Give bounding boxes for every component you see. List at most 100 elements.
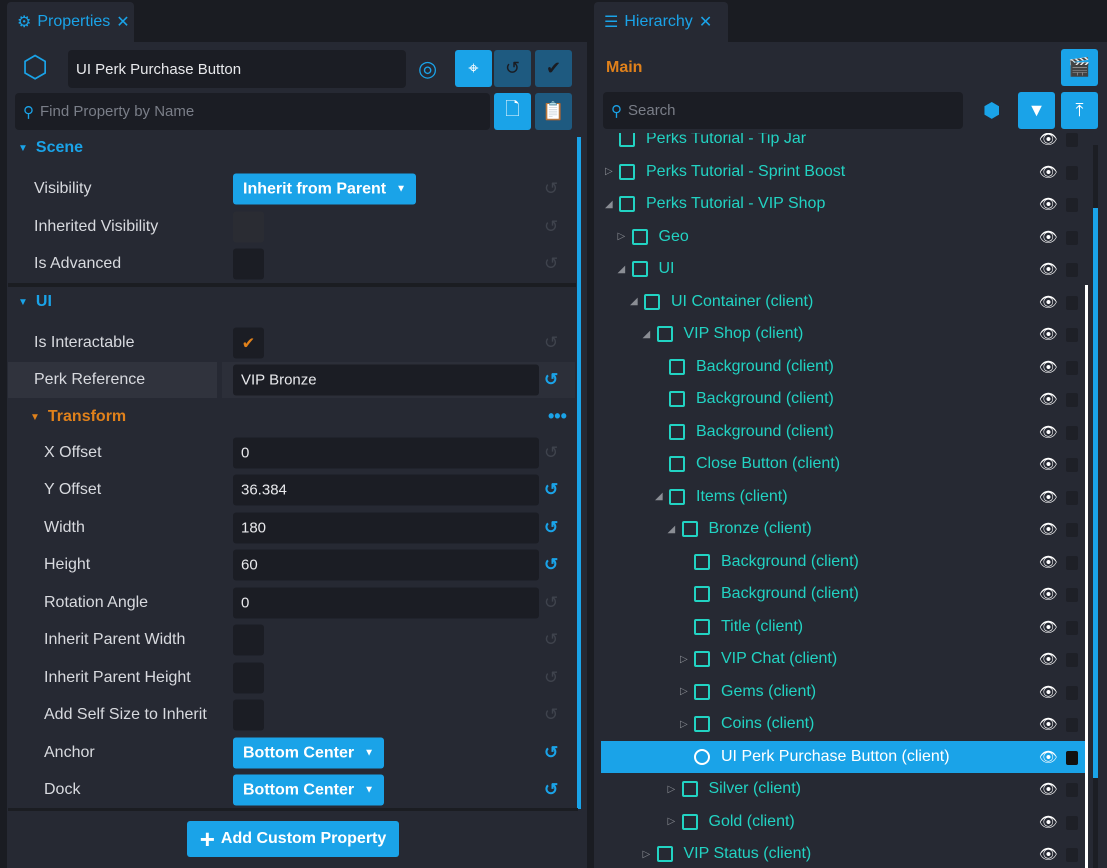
expanded-arrow-icon[interactable]: ◢ — [667, 523, 676, 535]
lock-icon[interactable] — [1066, 848, 1078, 862]
visibility-dropdown[interactable]: Inherit from Parent ▼ — [233, 173, 417, 205]
scene-launch-button[interactable]: 🎬 — [1061, 49, 1098, 86]
tree-item[interactable]: Background (client) 👁 — [601, 351, 1086, 383]
tree-item[interactable]: UI Perk Purchase Button (client) 👁 — [601, 740, 1086, 773]
tree-item[interactable]: ▷ Gems (client) 👁 — [601, 676, 1086, 708]
network-context-icon[interactable]: ◎ — [418, 56, 438, 81]
expanded-arrow-icon[interactable]: ◢ — [630, 296, 638, 307]
tree-item[interactable]: Close Button (client) 👁 — [601, 448, 1086, 480]
revert-button[interactable]: ↺ — [494, 50, 531, 87]
reset-icon[interactable]: ↺ — [544, 217, 559, 236]
tree-item[interactable]: Background (client) 👁 — [601, 546, 1086, 578]
tree-item[interactable]: ◢ UI Container (client) 👁 — [601, 286, 1086, 318]
lock-icon[interactable] — [1066, 555, 1078, 570]
copy-button[interactable]: 🗋 — [494, 93, 531, 130]
lock-icon[interactable] — [1066, 750, 1078, 765]
tree-item[interactable]: ▷ Gold (client) 👁 — [601, 806, 1086, 838]
reset-icon[interactable]: ↺ — [544, 705, 559, 724]
eye-icon[interactable]: 👁 — [1039, 261, 1059, 278]
lock-icon[interactable] — [1066, 425, 1078, 440]
height-field[interactable]: 60 — [233, 549, 539, 581]
anchor-dropdown[interactable]: Bottom Center ▼ — [233, 737, 385, 769]
cube-icon[interactable]: ⬢ — [983, 100, 1001, 122]
reset-icon[interactable]: ↺ — [544, 668, 559, 687]
tree-item[interactable]: Background (client) 👁 — [601, 416, 1086, 448]
tree-item[interactable]: ▷ Perks Tutorial - Sprint Boost 👁 — [601, 156, 1086, 188]
lock-icon[interactable] — [1066, 718, 1078, 732]
lock-icon[interactable] — [1066, 458, 1078, 472]
tree-item[interactable]: ▷ Geo 👁 — [601, 221, 1086, 253]
tree-item[interactable]: ▷ VIP Chat (client) 👁 — [601, 643, 1086, 675]
eye-icon[interactable]: 👁 — [1039, 391, 1059, 408]
eye-icon[interactable]: 👁 — [1039, 196, 1059, 213]
inherit-parent-height-checkbox[interactable] — [233, 662, 264, 694]
apply-button[interactable]: ✔ — [535, 50, 572, 87]
collapsed-arrow-icon[interactable]: ▷ — [617, 231, 626, 242]
reset-icon[interactable]: ↺ — [544, 593, 559, 612]
filter-button[interactable]: ▼ — [1018, 92, 1055, 129]
reset-icon[interactable]: ↺ — [544, 254, 559, 273]
collapsed-arrow-icon[interactable]: ▷ — [667, 816, 676, 827]
rotation-angle-field[interactable]: 0 — [233, 587, 539, 619]
x-offset-field[interactable]: 0 — [233, 437, 539, 469]
inherit-parent-width-checkbox[interactable] — [233, 624, 264, 656]
eye-icon[interactable]: 👁 — [1039, 748, 1059, 766]
reset-icon[interactable]: ↺ — [544, 480, 559, 499]
eye-icon[interactable]: 👁 — [1039, 813, 1059, 831]
reset-icon[interactable]: ↺ — [544, 555, 559, 574]
reset-icon[interactable]: ↺ — [544, 443, 559, 462]
collapsed-arrow-icon[interactable]: ▷ — [680, 718, 688, 730]
reset-icon[interactable]: ↺ — [544, 370, 559, 389]
tree-item[interactable]: Title (client) 👁 — [601, 611, 1086, 643]
tree-item[interactable]: ◢ VIP Shop (client) 👁 — [601, 318, 1086, 350]
lock-icon[interactable] — [1066, 588, 1078, 602]
eye-icon[interactable]: 👁 — [1039, 488, 1059, 506]
lock-icon[interactable] — [1066, 653, 1078, 667]
collapsed-arrow-icon[interactable]: ▷ — [680, 653, 688, 665]
close-tab-icon[interactable]: ✕ — [698, 14, 713, 31]
lock-icon[interactable] — [1066, 523, 1078, 537]
eye-icon[interactable]: 👁 — [1039, 651, 1059, 668]
eye-icon[interactable]: 👁 — [1039, 683, 1059, 701]
tree-item[interactable]: ▷ Silver (client) 👁 — [601, 773, 1086, 805]
perk-reference-field[interactable]: VIP Bronze — [233, 364, 539, 396]
lock-icon[interactable] — [1066, 295, 1078, 310]
lock-icon[interactable] — [1066, 620, 1078, 635]
tree-item[interactable]: ◢ Bronze (client) 👁 — [601, 513, 1086, 545]
lock-icon[interactable] — [1066, 783, 1078, 797]
reset-icon[interactable]: ↺ — [544, 780, 559, 799]
expanded-arrow-icon[interactable]: ◢ — [617, 263, 626, 275]
reset-icon[interactable]: ↺ — [544, 518, 559, 537]
expanded-arrow-icon[interactable]: ◢ — [655, 491, 663, 502]
expanded-arrow-icon[interactable]: ◢ — [605, 198, 613, 210]
reset-icon[interactable]: ↺ — [544, 743, 559, 762]
locate-button[interactable]: ⌖ — [455, 50, 492, 87]
dock-dropdown[interactable]: Bottom Center ▼ — [233, 774, 385, 806]
tree-item[interactable]: ◢ Items (client) 👁 — [601, 481, 1086, 513]
is-advanced-checkbox[interactable] — [233, 248, 264, 280]
hierarchy-search-input[interactable]: ⚲ Search — [603, 92, 963, 129]
eye-icon[interactable]: 👁 — [1039, 521, 1059, 538]
paste-button[interactable]: 📋 — [535, 93, 572, 130]
reset-icon[interactable]: ↺ — [544, 630, 559, 649]
y-offset-field[interactable]: 36.384 — [233, 474, 539, 506]
tree-item[interactable]: Background (client) 👁 — [601, 578, 1086, 610]
tree-item[interactable]: ▷ VIP Status (client) 👁 — [601, 838, 1086, 868]
tree-item[interactable]: ◢ Perks Tutorial - VIP Shop 👁 — [601, 188, 1086, 220]
add-custom-property-button[interactable]: + Add Custom Property — [187, 821, 399, 857]
section-transform[interactable]: ▼ Transform — [30, 408, 127, 425]
more-options-icon[interactable]: ••• — [548, 406, 567, 426]
eye-icon[interactable]: 👁 — [1039, 163, 1059, 181]
add-self-size-checkbox[interactable] — [233, 699, 264, 731]
tree-item[interactable]: ◢ UI 👁 — [601, 253, 1086, 285]
tab-properties[interactable]: ⚙ Properties ✕ — [7, 2, 134, 42]
lock-icon[interactable] — [1066, 230, 1078, 245]
eye-icon[interactable]: 👁 — [1039, 618, 1059, 636]
object-name-input[interactable]: UI Perk Purchase Button — [68, 50, 406, 88]
lock-icon[interactable] — [1066, 198, 1078, 212]
lock-icon[interactable] — [1066, 393, 1078, 407]
tree-item[interactable]: Perks Tutorial - Tip Jar 👁 — [601, 133, 1086, 155]
tree-item[interactable]: ▷ Coins (client) 👁 — [601, 708, 1086, 740]
hierarchy-scrollbar-thumb[interactable] — [1093, 208, 1098, 778]
reset-icon[interactable]: ↺ — [544, 179, 559, 198]
